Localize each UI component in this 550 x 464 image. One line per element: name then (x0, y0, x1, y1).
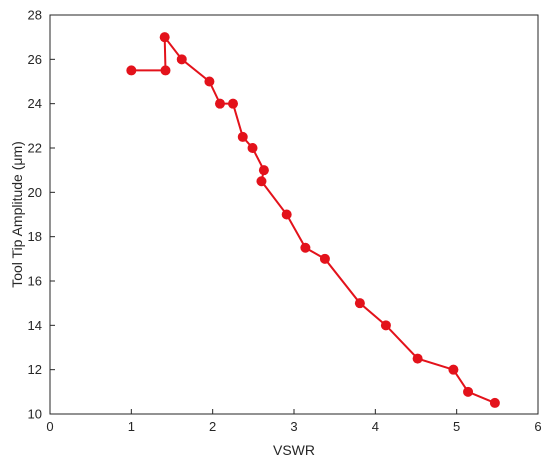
data-point (256, 176, 267, 187)
data-point (300, 242, 311, 253)
x-tick-label: 4 (372, 419, 379, 434)
data-point (126, 65, 137, 76)
data-point (319, 253, 330, 264)
plot-area (49, 14, 539, 415)
y-tick-label: 16 (28, 274, 42, 289)
y-axis-title: Tool Tip Amplitude (μm) (9, 141, 25, 288)
data-point (237, 131, 248, 142)
data-point (214, 98, 225, 109)
series-points (126, 32, 500, 408)
data-point (380, 320, 391, 331)
x-tick-label: 0 (46, 419, 53, 434)
y-axis: 10 12 14 16 18 20 22 24 26 28 (28, 8, 55, 422)
y-tick-label: 28 (28, 8, 42, 23)
y-tick-label: 18 (28, 229, 42, 244)
y-tick-label: 10 (28, 407, 42, 422)
y-tick-label: 12 (28, 362, 42, 377)
data-point (160, 65, 171, 76)
data-point (247, 143, 258, 153)
data-point (412, 353, 423, 364)
data-point (159, 32, 170, 43)
x-tick-label: 2 (209, 419, 216, 434)
data-point (204, 76, 215, 87)
data-point (228, 98, 238, 109)
data-point (489, 397, 500, 408)
data-point (176, 54, 187, 65)
series-line (131, 34, 496, 404)
x-tick-label: 1 (128, 419, 135, 434)
x-tick-label: 3 (290, 419, 297, 434)
y-tick-label: 22 (28, 141, 42, 156)
y-tick-label: 24 (28, 96, 42, 111)
data-point (354, 298, 365, 309)
data-point (448, 364, 459, 375)
y-tick-label: 14 (28, 318, 42, 333)
x-tick-label: 6 (534, 419, 541, 434)
x-axis: 0 1 2 3 4 5 6 (46, 409, 542, 434)
data-point (281, 209, 292, 220)
y-tick-label: 20 (28, 185, 42, 200)
y-tick-label: 26 (28, 52, 42, 67)
x-tick-label: 5 (453, 419, 460, 434)
data-point (258, 165, 269, 176)
data-point (463, 386, 474, 397)
x-axis-title: VSWR (273, 442, 315, 458)
